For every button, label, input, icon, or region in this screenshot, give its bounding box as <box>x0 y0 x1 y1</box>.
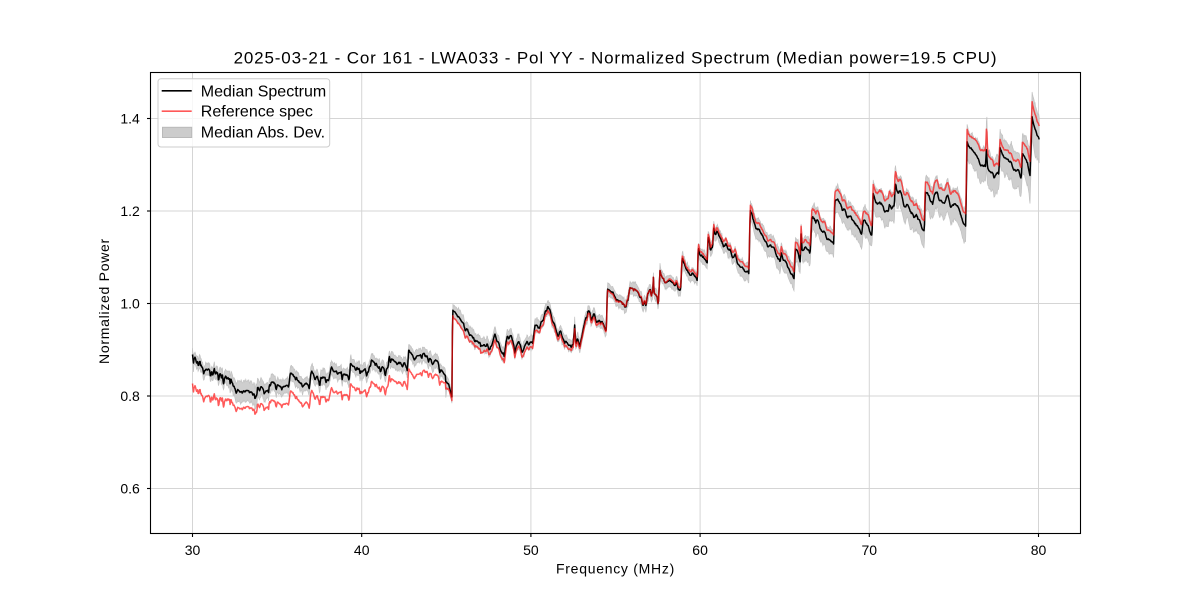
svg-text:50: 50 <box>523 542 539 558</box>
svg-text:2025-03-21 - Cor 161 - LWA033: 2025-03-21 - Cor 161 - LWA033 - Pol YY -… <box>234 49 998 68</box>
svg-text:40: 40 <box>354 542 370 558</box>
svg-text:0.6: 0.6 <box>120 481 140 497</box>
svg-text:30: 30 <box>185 542 201 558</box>
svg-text:60: 60 <box>692 542 708 558</box>
svg-text:Median Spectrum: Median Spectrum <box>201 84 326 101</box>
svg-text:Median Abs. Dev.: Median Abs. Dev. <box>201 125 325 142</box>
svg-text:1.0: 1.0 <box>120 296 140 312</box>
svg-text:Reference spec: Reference spec <box>201 104 313 121</box>
svg-text:Normalized Power: Normalized Power <box>96 238 112 364</box>
svg-text:1.2: 1.2 <box>120 203 140 219</box>
svg-text:Frequency (MHz): Frequency (MHz) <box>556 561 675 577</box>
svg-text:80: 80 <box>1031 542 1047 558</box>
svg-text:1.4: 1.4 <box>120 111 140 127</box>
svg-text:0.8: 0.8 <box>120 388 140 404</box>
svg-text:70: 70 <box>862 542 878 558</box>
